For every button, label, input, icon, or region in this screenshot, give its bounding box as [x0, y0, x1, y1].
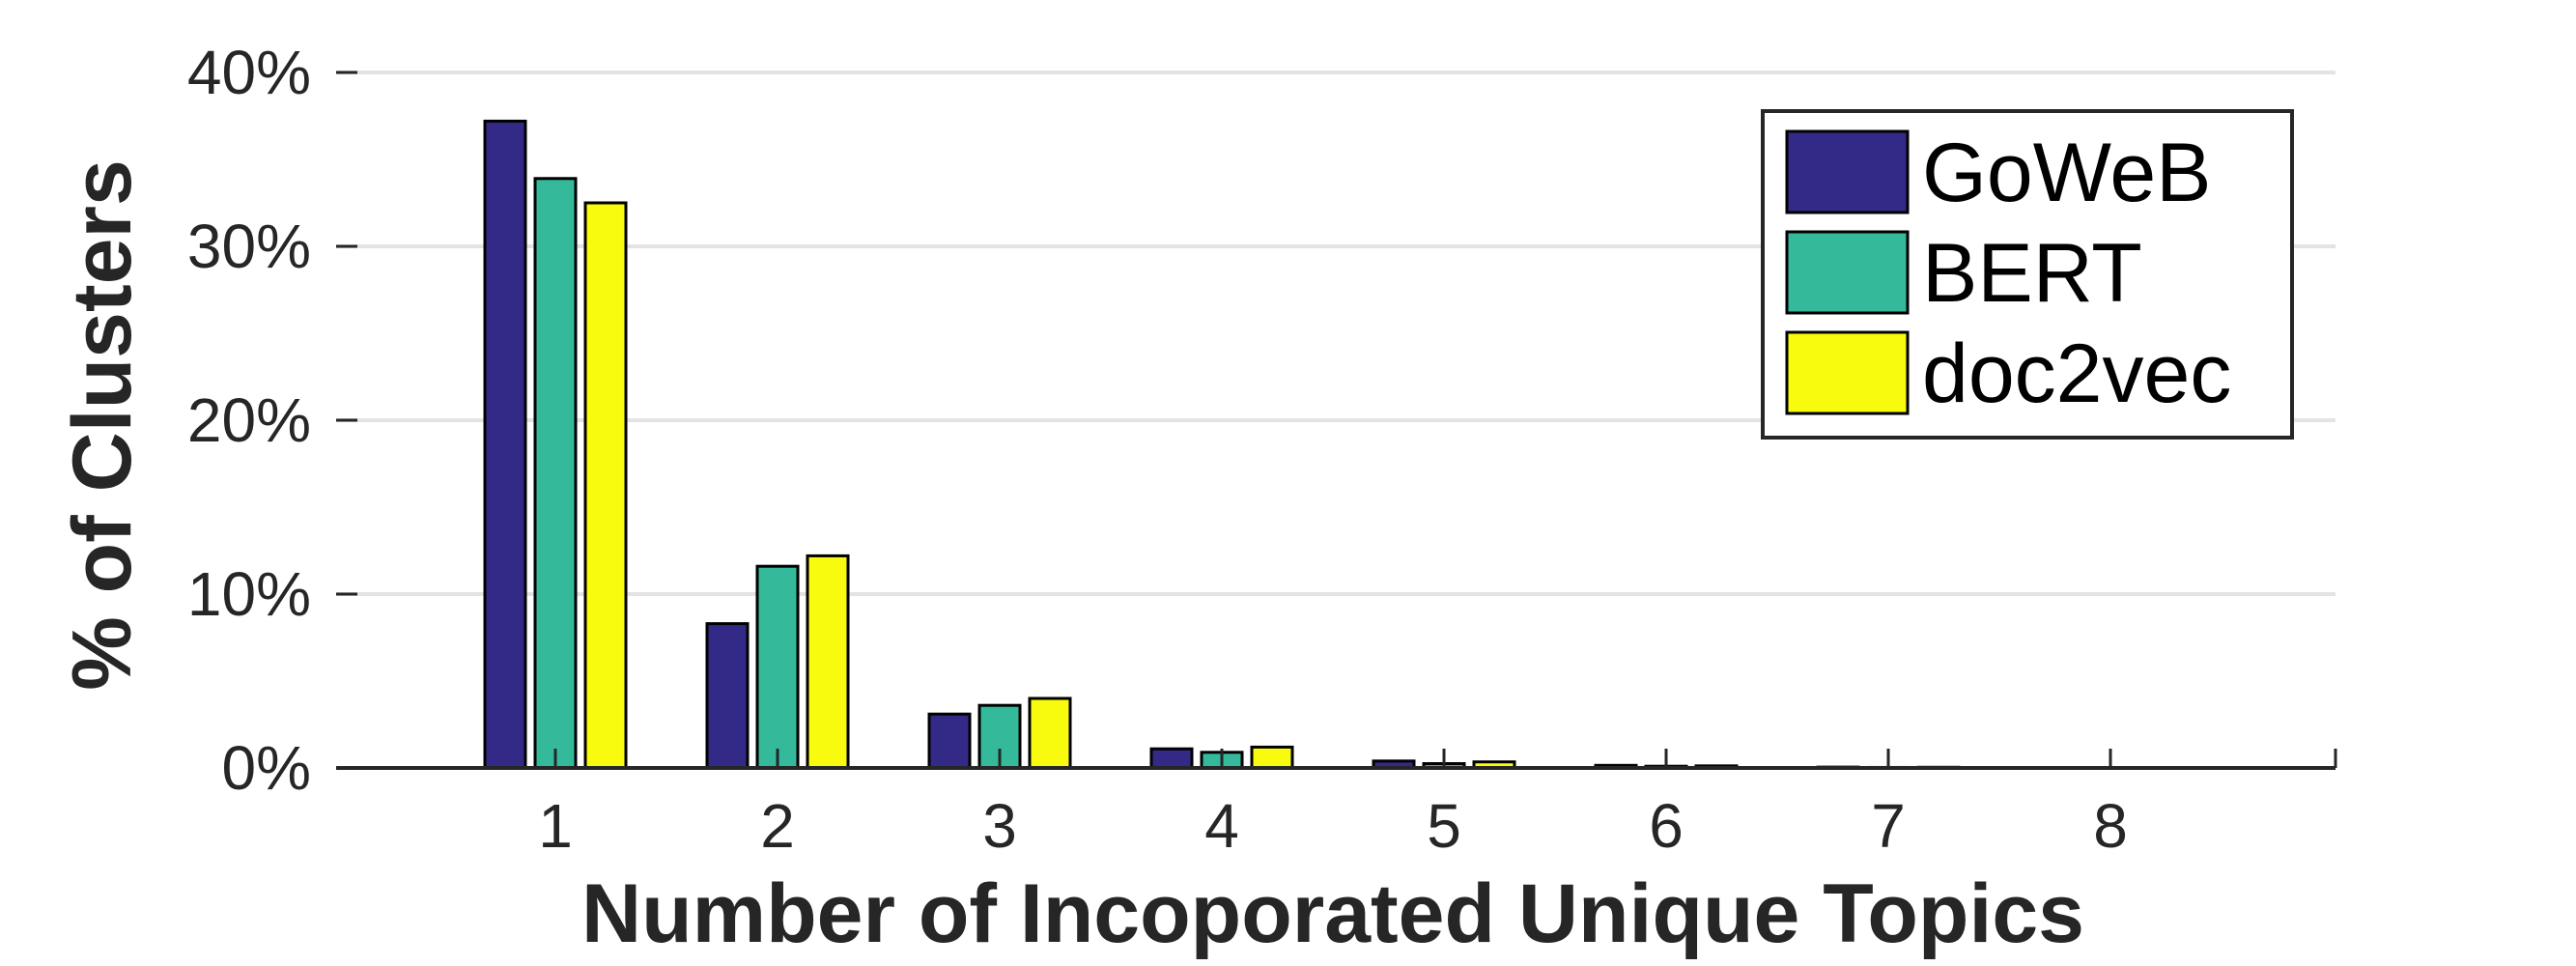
x-tick-label: 3 — [982, 791, 1017, 861]
legend-swatch-bert — [1785, 230, 1910, 315]
x-tick-label: 8 — [2093, 791, 2128, 861]
y-axis-title: % of Clusters — [56, 159, 149, 691]
x-tick-label: 7 — [1871, 791, 1906, 861]
y-tick-label: 10% — [187, 559, 311, 629]
bar-goweb-3 — [927, 712, 972, 770]
legend-swatch-doc2vec — [1785, 330, 1910, 415]
x-axis-title: Number of Incoporated Unique Topics — [581, 867, 2084, 960]
y-tick-label: 30% — [187, 212, 311, 281]
bar-doc2vec-4 — [1250, 745, 1294, 770]
bar-bert-2 — [755, 564, 800, 770]
bar-goweb-4 — [1149, 747, 1194, 770]
bar-doc2vec-1 — [583, 201, 628, 770]
y-tick-label: 20% — [187, 385, 311, 455]
bar-doc2vec-3 — [1028, 696, 1072, 770]
x-tick-label: 2 — [760, 791, 795, 861]
bar-goweb-1 — [483, 119, 527, 770]
x-tick-label: 5 — [1427, 791, 1461, 861]
y-tick-label: 40% — [187, 38, 311, 107]
bar-goweb-2 — [705, 622, 750, 770]
legend-swatch-goweb — [1785, 129, 1910, 214]
axes: 0% 10% 20% 30% 40% 1 2 3 4 5 6 7 8 — [187, 38, 2337, 861]
x-tick-label: 4 — [1204, 791, 1239, 861]
legend-label-doc2vec: doc2vec — [1922, 327, 2231, 420]
bar-bert-1 — [533, 177, 578, 770]
legend-label-bert: BERT — [1922, 227, 2142, 320]
legend-label-goweb: GoWeB — [1922, 127, 2212, 219]
bar-doc2vec-2 — [806, 554, 850, 770]
x-tick-label: 6 — [1649, 791, 1684, 861]
x-tick-label: 1 — [538, 791, 573, 861]
y-tick-label: 0% — [222, 733, 312, 803]
